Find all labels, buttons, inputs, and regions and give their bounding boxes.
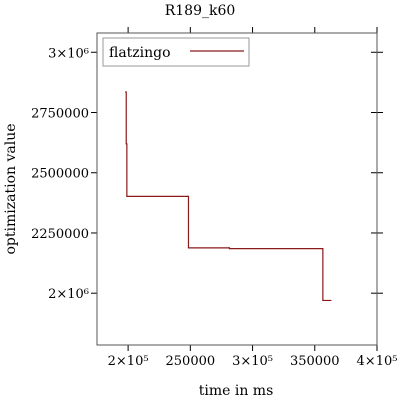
series-point <box>125 91 127 93</box>
series-point <box>321 248 323 250</box>
series-point <box>125 143 127 145</box>
legend-box <box>102 37 250 67</box>
series-point <box>187 247 190 249</box>
series-point <box>228 248 231 250</box>
series-layer <box>125 91 332 302</box>
x-tick-label: 250000 <box>166 354 216 369</box>
y-tick-label: 2750000 <box>31 107 89 122</box>
y-tick-label: 3×10⁶ <box>48 46 89 61</box>
legend-label: flatzingo <box>109 45 171 61</box>
chart-title: R189_k60 <box>165 3 236 19</box>
series-point <box>322 299 324 302</box>
x-axis-label: time in ms <box>199 383 274 399</box>
x-tick-label: 3×10⁵ <box>232 354 273 369</box>
x-tick-label: 350000 <box>290 354 340 369</box>
series-point <box>330 299 332 302</box>
y-tick-label: 2×10⁶ <box>48 287 89 302</box>
series-point <box>126 195 128 197</box>
x-tick-label: 4×10⁵ <box>357 354 398 369</box>
x-tick-label: 2×10⁵ <box>108 354 149 369</box>
series-point <box>187 195 189 197</box>
plot-frame <box>96 32 378 346</box>
y-tick-label: 2500000 <box>31 167 89 182</box>
y-axis-label: optimization value <box>3 123 19 254</box>
y-tick-label: 2250000 <box>31 227 89 242</box>
legend: flatzingo <box>102 37 250 67</box>
